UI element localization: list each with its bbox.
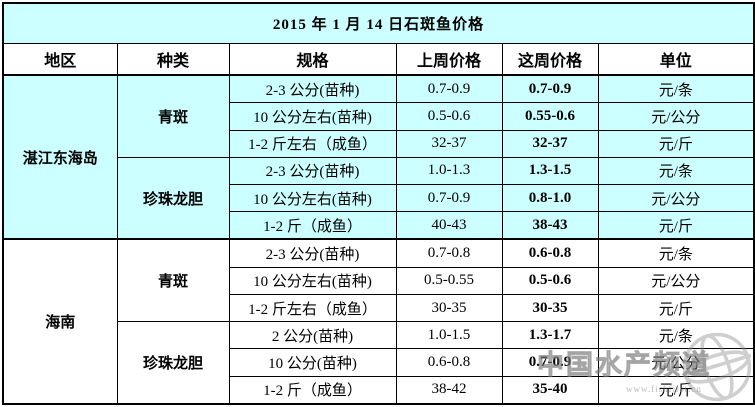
column-header-last-week: 上周价格	[395, 42, 503, 76]
spec-cell: 1-2 斤（成鱼）	[228, 211, 397, 240]
table-row: 10 公分左右(苗种) 0.5-0.6 0.55-0.6 元/公分	[3, 102, 755, 131]
this-week-price-cell: 0.6-0.8	[501, 238, 599, 268]
unit-cell: 元/斤	[597, 211, 755, 240]
unit-cell: 元/公分	[597, 183, 755, 213]
table-row: 湛江东海岛 青斑 2-3 公分(苗种) 0.7-0.9 0.7-0.9 元/条	[2, 74, 755, 240]
unit-cell: 元/斤	[597, 293, 755, 323]
table-row: 1-2 斤左右（成鱼） 30-35 30-35 元/斤	[3, 293, 755, 323]
spec-cell: 1-2 斤左右（成鱼）	[228, 129, 397, 158]
this-week-price-cell: 1.3-1.5	[501, 156, 599, 185]
column-header-unit: 单位	[597, 42, 755, 76]
last-week-price-cell: 38-42	[395, 375, 503, 405]
this-week-price-cell: 0.7-0.9	[501, 74, 599, 104]
this-week-price-cell: 1.3-1.7	[501, 321, 599, 350]
column-header-this-week: 这周价格	[501, 42, 599, 76]
region-cell: 湛江东海岛	[2, 74, 118, 240]
last-week-price-cell: 1.0-1.3	[395, 156, 503, 185]
table-row: 1-2 斤（成鱼） 38-42 35-40 元/斤	[3, 375, 755, 405]
last-week-price-cell: 0.7-0.9	[395, 183, 503, 213]
spec-cell: 2-3 公分(苗种)	[228, 156, 397, 185]
unit-cell: 元/斤	[597, 375, 755, 405]
spec-cell: 1-2 斤左右（成鱼）	[228, 293, 397, 323]
last-week-price-cell: 0.7-0.9	[395, 74, 503, 104]
unit-cell: 元/公分	[597, 348, 755, 377]
unit-cell: 元/条	[597, 238, 755, 268]
this-week-price-cell: 0.7-0.9	[501, 348, 599, 377]
last-week-price-cell: 30-35	[395, 293, 503, 323]
column-header-spec: 规格	[228, 42, 397, 76]
species-cell: 珍珠龙胆	[116, 321, 230, 405]
unit-cell: 元/条	[597, 156, 755, 185]
region-cell: 海南	[2, 238, 118, 405]
unit-cell: 元/条	[597, 74, 755, 104]
species-cell: 青斑	[116, 74, 230, 158]
this-week-price-cell: 30-35	[501, 293, 599, 323]
table-row: 海南 青斑 2-3 公分(苗种) 0.7-0.8 0.6-0.8 元/条	[2, 238, 755, 405]
last-week-price-cell: 0.6-0.8	[395, 348, 503, 377]
this-week-price-cell: 38-43	[501, 211, 599, 240]
species-cell: 珍珠龙胆	[116, 156, 230, 240]
last-week-price-cell: 0.7-0.8	[395, 238, 503, 268]
column-header-species: 种类	[116, 42, 230, 76]
table-row: 10 公分左右(苗种) 0.7-0.9 0.8-1.0 元/公分	[3, 183, 755, 213]
spec-cell: 10 公分左右(苗种)	[228, 102, 397, 131]
spec-cell: 2 公分(苗种)	[228, 321, 397, 350]
this-week-price-cell: 0.55-0.6	[501, 102, 599, 131]
column-header-region: 地区	[2, 42, 118, 76]
this-week-price-cell: 0.5-0.6	[501, 266, 599, 296]
table-row: 珍珠龙胆 2-3 公分(苗种) 1.0-1.3 1.3-1.5 元/条	[3, 156, 755, 240]
unit-cell: 元/公分	[597, 102, 755, 131]
unit-cell: 元/条	[597, 321, 755, 350]
spec-cell: 1-2 斤（成鱼）	[228, 375, 397, 405]
unit-cell: 元/斤	[597, 129, 755, 158]
spec-cell: 10 公分左右(苗种)	[228, 266, 397, 296]
this-week-price-cell: 32-37	[501, 129, 599, 158]
table-row: 10 公分左右(苗种) 0.5-0.55 0.5-0.6 元/公分	[3, 266, 755, 296]
last-week-price-cell: 1.0-1.5	[395, 321, 503, 350]
table-row: 珍珠龙胆 2 公分(苗种) 1.0-1.5 1.3-1.7 元/条	[3, 321, 755, 405]
unit-cell: 元/公分	[597, 266, 755, 296]
table-row: 1-2 斤（成鱼） 40-43 38-43 元/斤	[3, 211, 755, 240]
spec-cell: 2-3 公分(苗种)	[228, 74, 397, 104]
table-row: 10 公分(苗种) 0.6-0.8 0.7-0.9 元/公分	[3, 348, 755, 377]
this-week-price-cell: 35-40	[501, 375, 599, 405]
table-title: 2015 年 1 月 14 日石斑鱼价格	[2, 2, 755, 44]
last-week-price-cell: 40-43	[395, 211, 503, 240]
last-week-price-cell: 0.5-0.6	[395, 102, 503, 131]
spec-cell: 10 公分(苗种)	[228, 348, 397, 377]
last-week-price-cell: 0.5-0.55	[395, 266, 503, 296]
this-week-price-cell: 0.8-1.0	[501, 183, 599, 213]
last-week-price-cell: 32-37	[395, 129, 503, 158]
spec-cell: 2-3 公分(苗种)	[228, 238, 397, 268]
species-cell: 青斑	[116, 238, 230, 323]
table-row: 1-2 斤左右（成鱼） 32-37 32-37 元/斤	[3, 129, 755, 158]
spec-cell: 10 公分左右(苗种)	[228, 183, 397, 213]
